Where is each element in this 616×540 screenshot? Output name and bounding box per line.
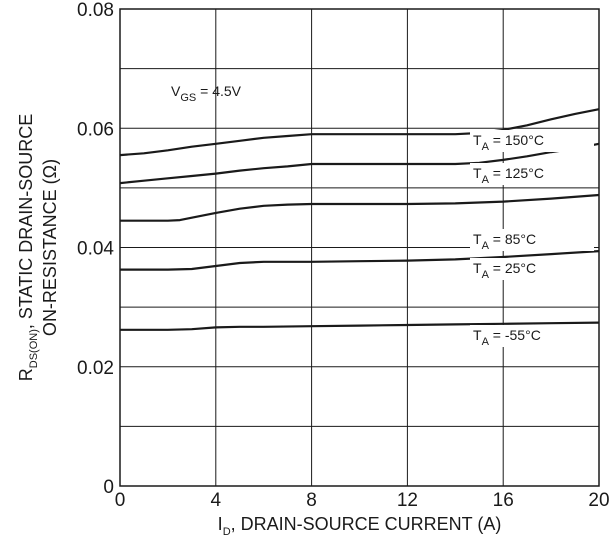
chart-grid (120, 9, 599, 486)
x-tick-label: 20 (588, 490, 609, 511)
curve-label-bg (470, 325, 594, 347)
y-axis-label-line2: ON-RESISTANCE (Ω) (40, 159, 60, 336)
x-axis-label: ID, DRAIN-SOURCE CURRENT (A) (218, 514, 502, 538)
y-tick-label: 0.02 (77, 358, 114, 379)
y-axis-label-line1: RDS(ON), STATIC DRAIN-SOURCE (16, 114, 40, 381)
x-tick-label: 4 (211, 490, 222, 511)
curve-label-2: TA = 85°C (473, 231, 536, 252)
chart-labels: ID, DRAIN-SOURCE CURRENT (A) RDS(ON), STA… (16, 83, 594, 538)
series-line-1 (119, 142, 600, 185)
curve-label-bg (470, 258, 594, 280)
series-line-4 (120, 321, 600, 331)
chart-ticks: 0 4 8 12 16 20 0 0.02 0.04 0.06 0.08 (77, 0, 610, 511)
series-line-0 (119, 108, 600, 157)
y-tick-label: 0 (103, 477, 114, 498)
y-tick-label: 0.08 (77, 0, 114, 21)
curve-label-4: TA = -55°C (473, 327, 541, 348)
curve-label-bg (470, 130, 594, 152)
x-tick-label: 12 (397, 490, 418, 511)
x-tick-label: 0 (115, 490, 126, 511)
curve-label-bg (470, 163, 594, 185)
curve-label-3: TA = 25°C (473, 260, 536, 281)
x-tick-label: 16 (493, 490, 514, 511)
x-tick-label: 8 (306, 490, 317, 511)
curve-label-1: TA = 125°C (473, 165, 544, 186)
y-tick-label: 0.04 (77, 239, 114, 260)
plot-frame (119, 8, 600, 487)
chart-curves (119, 108, 600, 331)
y-tick-label: 0.06 (77, 119, 114, 140)
series-line-3 (120, 250, 600, 271)
series-line-2 (120, 193, 600, 222)
curve-label-bg (470, 229, 594, 251)
vgs-annotation: VGS = 4.5V (171, 83, 242, 104)
curve-label-0: TA = 150°C (473, 132, 544, 153)
